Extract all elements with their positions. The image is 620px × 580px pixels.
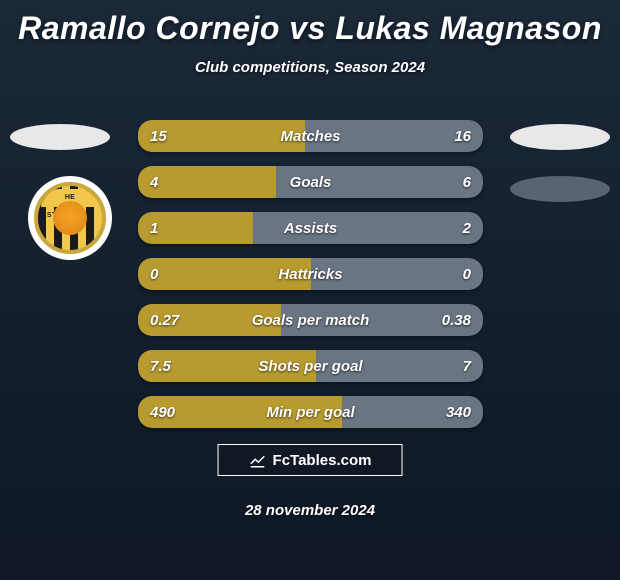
club-badge: HE STRONGEST bbox=[28, 176, 112, 260]
stat-row: 12Assists bbox=[138, 212, 483, 244]
tiger-icon bbox=[53, 201, 87, 235]
stat-row: 46Goals bbox=[138, 166, 483, 198]
subtitle: Club competitions, Season 2024 bbox=[0, 59, 620, 76]
stat-bars: 1516Matches 46Goals 12Assists 00Hattricks 0.… bbox=[138, 120, 483, 442]
chart-icon bbox=[249, 451, 267, 469]
stat-row: 1516Matches bbox=[138, 120, 483, 152]
date-text: 28 november 2024 bbox=[0, 502, 620, 519]
pill-right-2 bbox=[510, 176, 610, 202]
stat-label: Hattricks bbox=[138, 258, 483, 290]
brand-text: FcTables.com bbox=[273, 452, 372, 469]
pill-left-1 bbox=[10, 124, 110, 150]
pill-right-1 bbox=[510, 124, 610, 150]
stat-label: Shots per goal bbox=[138, 350, 483, 382]
stat-label: Matches bbox=[138, 120, 483, 152]
stat-row: 00Hattricks bbox=[138, 258, 483, 290]
player1-name: Ramallo Cornejo bbox=[18, 10, 280, 46]
stat-row: 7.57Shots per goal bbox=[138, 350, 483, 382]
stat-label: Goals per match bbox=[138, 304, 483, 336]
brand-box: FcTables.com bbox=[218, 444, 403, 476]
player2-name: Lukas Magnason bbox=[335, 10, 602, 46]
stat-label: Min per goal bbox=[138, 396, 483, 428]
vs-text: vs bbox=[289, 10, 326, 46]
stat-row: 490340Min per goal bbox=[138, 396, 483, 428]
page-title: Ramallo Cornejo vs Lukas Magnason bbox=[0, 0, 620, 47]
stat-label: Assists bbox=[138, 212, 483, 244]
stat-label: Goals bbox=[138, 166, 483, 198]
club-badge-inner: HE STRONGEST bbox=[34, 182, 106, 254]
stat-row: 0.270.38Goals per match bbox=[138, 304, 483, 336]
